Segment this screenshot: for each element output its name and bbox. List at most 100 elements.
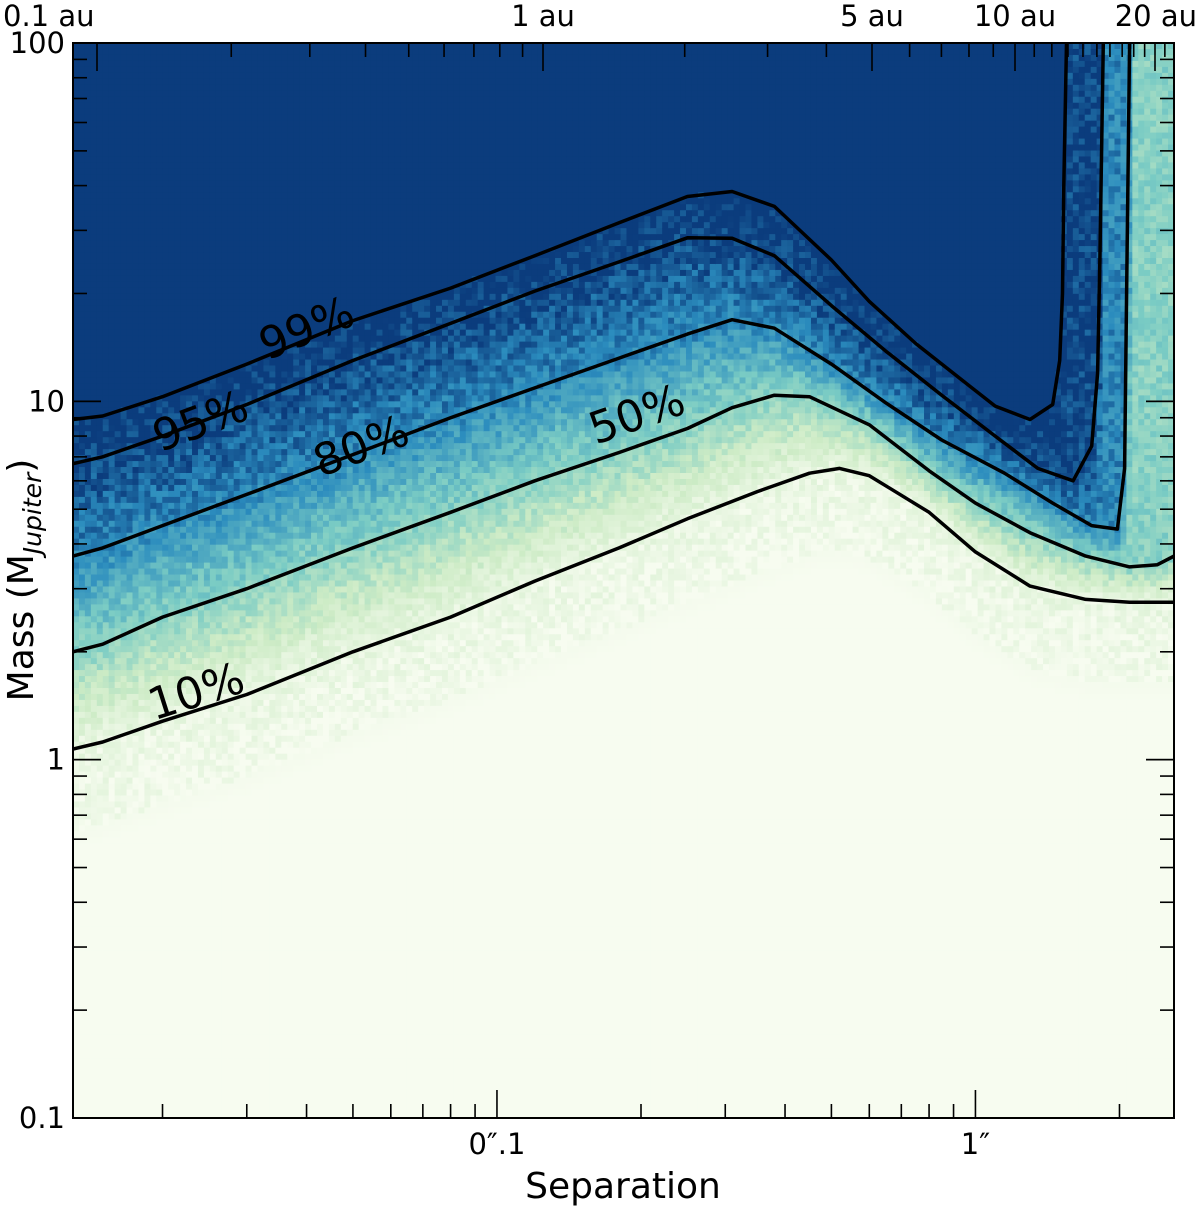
heatmap-cell — [192, 103, 199, 110]
heatmap-cell — [228, 843, 235, 850]
heatmap-cell — [79, 586, 86, 593]
heatmap-cell — [103, 718, 110, 725]
heatmap-cell — [162, 282, 169, 289]
heatmap-cell — [168, 473, 175, 480]
heatmap-cell — [180, 945, 187, 952]
heatmap-cell — [121, 1058, 128, 1065]
heatmap-cell — [127, 975, 134, 982]
heatmap-cell — [174, 228, 181, 235]
heatmap-cell — [222, 778, 229, 785]
heatmap-cell — [216, 646, 223, 653]
heatmap-cell — [198, 246, 205, 253]
heatmap-cell — [97, 97, 104, 104]
heatmap-cell — [121, 843, 128, 850]
heatmap-cell — [121, 389, 128, 396]
heatmap-cell — [186, 342, 193, 349]
heatmap-cell — [127, 91, 134, 98]
heatmap-cell — [180, 336, 187, 343]
heatmap-cell — [222, 1070, 229, 1077]
heatmap-cell — [192, 168, 199, 175]
heatmap-cell — [121, 222, 128, 229]
heatmap-cell — [121, 1040, 128, 1047]
heatmap-cell — [115, 300, 122, 307]
heatmap-cell — [85, 873, 92, 880]
heatmap-cell — [204, 109, 211, 116]
heatmap-cell — [79, 712, 86, 719]
heatmap-cell — [228, 975, 235, 982]
heatmap-cell — [144, 778, 151, 785]
heatmap-cell — [168, 294, 175, 301]
heatmap-cell — [133, 807, 140, 814]
heatmap-cell — [144, 509, 151, 516]
heatmap-cell — [109, 622, 116, 629]
heatmap-cell — [222, 533, 229, 540]
heatmap-cell — [222, 521, 229, 528]
heatmap-cell — [186, 551, 193, 558]
heatmap-cell — [115, 1011, 122, 1018]
heatmap-cell — [85, 730, 92, 737]
heatmap-cell — [115, 987, 122, 994]
heatmap-cell — [174, 491, 181, 498]
heatmap-cell — [115, 85, 122, 92]
heatmap-cell — [109, 133, 116, 140]
heatmap-cell — [162, 198, 169, 205]
heatmap-cell — [222, 49, 229, 56]
heatmap-cell — [156, 210, 163, 217]
heatmap-cell — [168, 598, 175, 605]
heatmap-cell — [138, 843, 145, 850]
heatmap-cell — [115, 360, 122, 367]
heatmap-cell — [85, 437, 92, 444]
heatmap-cell — [180, 628, 187, 635]
heatmap-cell — [150, 903, 157, 910]
heatmap-cell — [144, 348, 151, 355]
heatmap-cell — [174, 975, 181, 982]
heatmap-cell — [97, 533, 104, 540]
heatmap-cell — [144, 551, 151, 558]
heatmap-cell — [210, 748, 217, 755]
heatmap-cell — [186, 521, 193, 528]
heatmap-cell — [79, 634, 86, 641]
heatmap-cell — [138, 1022, 145, 1029]
heatmap-cell — [91, 766, 98, 773]
heatmap-cell — [133, 509, 140, 516]
heatmap-cell — [186, 318, 193, 325]
heatmap-cell — [109, 330, 116, 337]
heatmap-cell — [156, 258, 163, 265]
heatmap-cell — [168, 216, 175, 223]
heatmap-cell — [216, 91, 223, 98]
heatmap-cell — [228, 306, 235, 313]
heatmap-cell — [228, 455, 235, 462]
heatmap-cell — [180, 55, 187, 62]
heatmap-cell — [121, 724, 128, 731]
heatmap-cell — [144, 813, 151, 820]
heatmap-cell — [144, 784, 151, 791]
heatmap-cell — [91, 586, 98, 593]
heatmap-cell — [228, 473, 235, 480]
heatmap-cell — [150, 449, 157, 456]
heatmap-cell — [91, 616, 98, 623]
heatmap-cell — [150, 569, 157, 576]
heatmap-cell — [186, 778, 193, 785]
heatmap-cell — [97, 145, 104, 152]
heatmap-cell — [79, 443, 86, 450]
heatmap-cell — [97, 831, 104, 838]
heatmap-cell — [91, 1040, 98, 1047]
heatmap-cell — [138, 431, 145, 438]
heatmap-cell — [150, 121, 157, 128]
heatmap-cell — [109, 981, 116, 988]
heatmap-cell — [138, 276, 145, 283]
heatmap-cell — [121, 371, 128, 378]
heatmap-cell — [79, 485, 86, 492]
heatmap-cell — [204, 342, 211, 349]
heatmap-cell — [174, 885, 181, 892]
heatmap-cell — [216, 831, 223, 838]
heatmap-cell — [222, 849, 229, 856]
heatmap-cell — [91, 664, 98, 671]
heatmap-cell — [91, 957, 98, 964]
heatmap-cell — [210, 915, 217, 922]
heatmap-cell — [133, 491, 140, 498]
heatmap-cell — [138, 1082, 145, 1089]
heatmap-cell — [216, 348, 223, 355]
heatmap-cell — [133, 133, 140, 140]
heatmap-cell — [162, 133, 169, 140]
